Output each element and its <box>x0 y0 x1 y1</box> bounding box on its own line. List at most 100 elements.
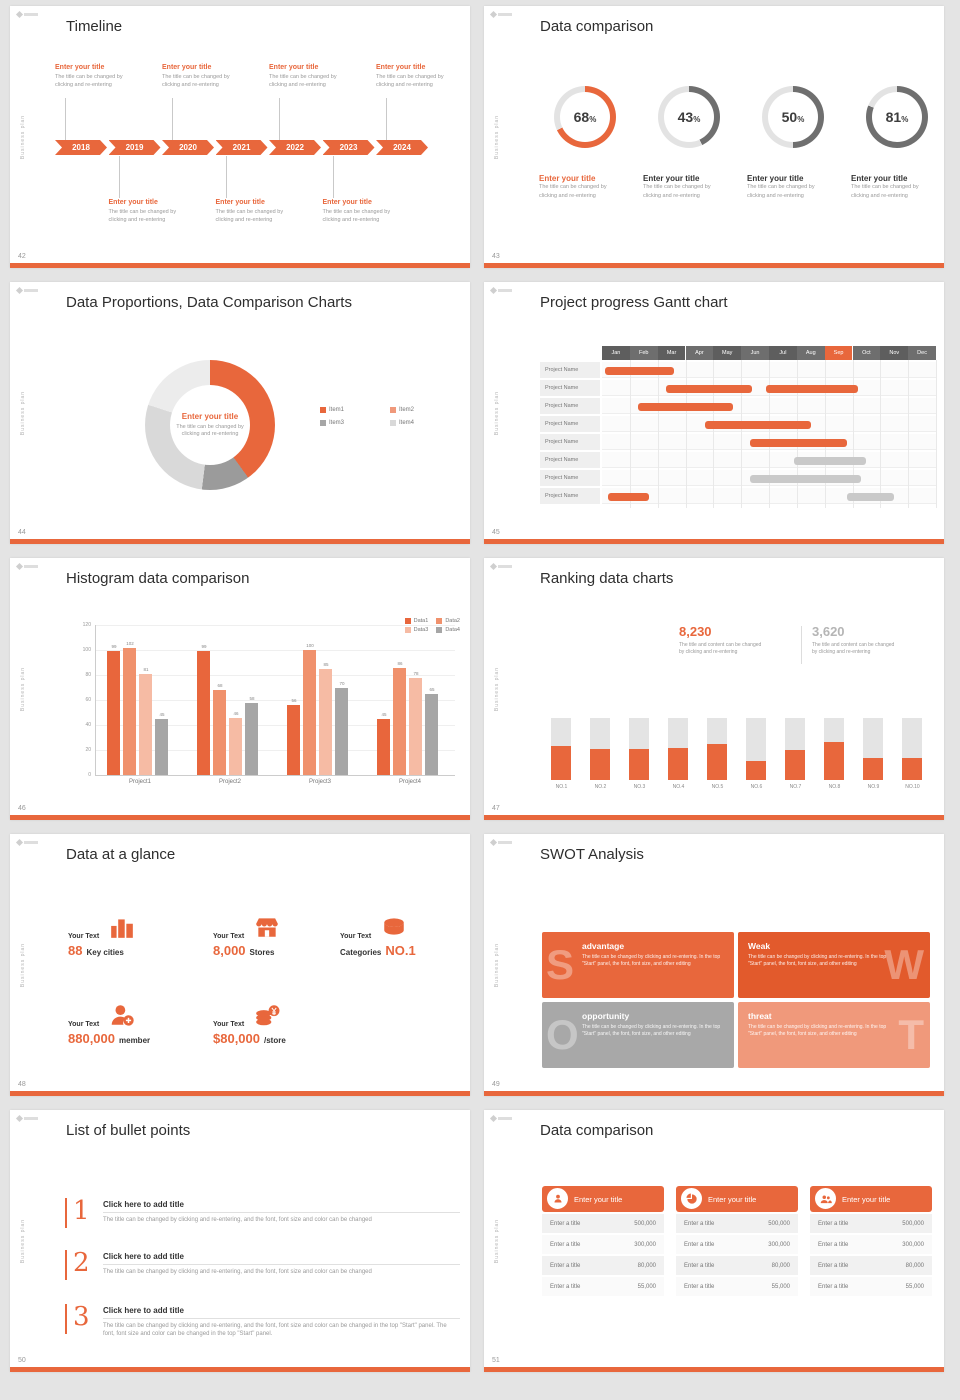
histogram-bar <box>139 673 152 775</box>
histogram-bar <box>229 717 242 775</box>
timeline-entry-caption: The title can be changed by <box>162 74 230 80</box>
gantt-gridline <box>769 360 770 508</box>
gantt-bar <box>666 385 753 393</box>
gantt-row-label: Project Name <box>540 380 600 396</box>
slide-side-label: Business plan <box>20 114 26 160</box>
slide-number: 44 <box>18 529 26 536</box>
card-row: Enter a title 300,000 <box>676 1235 798 1254</box>
timeline-entry-caption: clicking and re-entering <box>322 216 380 223</box>
timeline-canvas: 2018 2019 2020 2021 2022 2023 2024 Enter your t… <box>55 46 460 261</box>
slide-45-gantt[interactable]: Business plan Project progress Gantt cha… <box>484 282 944 544</box>
page-title: Histogram data comparison <box>66 570 250 587</box>
timeline-connector <box>279 98 280 140</box>
slide-51-data-comparison[interactable]: Business plan Data comparison Enter your… <box>484 1110 944 1372</box>
stat-caption: by clicking and re-entering <box>812 649 871 655</box>
card-title: Enter your title <box>574 1194 623 1204</box>
card-title: Enter your title <box>842 1194 891 1204</box>
slide-50-bullets[interactable]: Business plan List of bullet points 1 Cl… <box>10 1110 470 1372</box>
gantt-bar <box>749 439 847 447</box>
donut-percent-sign: % <box>901 114 909 124</box>
donut-caption: The title can be changed by <box>643 184 711 190</box>
slide-number: 42 <box>18 253 26 260</box>
gantt-row-label: Project Name <box>540 362 600 378</box>
donut-value: 68% <box>573 109 597 125</box>
slide-42-timeline[interactable]: Business plan Timeline 2018 2019 2020 2021 2… <box>10 6 470 268</box>
card-row: Enter a title 500,000 <box>810 1214 932 1233</box>
stat-caption: by clicking and re-entering <box>679 649 738 655</box>
donut-hole <box>872 92 922 142</box>
donut-chart-row: 68% Enter your title The title can be chan… <box>539 86 939 251</box>
gantt-bar <box>638 403 733 411</box>
histogram-value-label: 99 <box>201 644 207 650</box>
ranking-category-label: NO.1 <box>555 784 568 790</box>
card-row: Enter your title Enter a title 500,000 Ente… <box>542 1186 934 1351</box>
timeline-entry: Enter your title The title can be changed… <box>269 64 357 89</box>
gantt-row-label: Project Name <box>540 452 600 468</box>
timeline-entry-caption: The title can be changed by <box>55 74 123 80</box>
histogram-category-label: Project3 <box>308 779 331 785</box>
card-row: Enter a title 80,000 <box>542 1256 664 1275</box>
timeline-year: 2023 <box>323 140 375 155</box>
swot-caption: The title can be changed by clicking and… <box>748 1024 887 1037</box>
donut-caption: The title can be changed by <box>539 184 607 190</box>
swot-title: opportunity <box>582 1011 630 1021</box>
card-row-value: 500,000 <box>634 1220 656 1227</box>
stat-label: Your Text <box>213 933 245 940</box>
item-caption: The title can be changed by clicking and… <box>103 1217 372 1223</box>
stat-unit: member <box>119 1036 151 1045</box>
gantt-gridline <box>936 360 937 508</box>
card-row-value: 80,000 <box>771 1262 790 1269</box>
timeline-entry-caption: clicking and re-entering <box>162 81 219 88</box>
swot-grid: S advantage The title can be changed by … <box>542 932 930 1068</box>
slide-49-swot[interactable]: Business plan SWOT Analysis S advantage … <box>484 834 944 1096</box>
histogram-value-label: 58 <box>249 695 255 701</box>
donut-value: 50% <box>781 109 805 125</box>
histogram-bar <box>393 667 406 775</box>
brand-logo <box>15 562 38 571</box>
timeline-connector <box>225 156 227 198</box>
slide-43-data-comparison[interactable]: Business plan Data comparison 68% Enter y… <box>484 6 944 268</box>
slide-number: 51 <box>492 1357 500 1364</box>
donut-center-title: Enter your title <box>181 411 239 421</box>
gantt-row-label: Project Name <box>540 416 600 432</box>
donut-ring: 50% <box>762 86 824 148</box>
timeline-entry-caption: The title can be changed by <box>269 74 337 80</box>
donut-caption: The title can be changed by <box>747 184 815 190</box>
ranking-category-label: NO.3 <box>633 784 646 790</box>
timeline-connector <box>386 98 387 140</box>
donut-title: Enter your title <box>851 174 908 183</box>
slide-47-ranking[interactable]: Business plan Ranking data charts 8,230 … <box>484 558 944 820</box>
card-row-label: Enter a title <box>550 1241 581 1248</box>
stat-value: 8,000 <box>213 943 246 958</box>
item-accent-bar <box>65 1250 67 1280</box>
slide-44-proportions[interactable]: Business plan Data Proportions, Data Com… <box>10 282 470 544</box>
card-row-value: 300,000 <box>768 1241 790 1248</box>
stat-header: Your Text <box>340 910 416 940</box>
legend-label: Item2 <box>399 407 415 413</box>
gantt-bar <box>604 367 675 375</box>
gantt-bar <box>794 457 867 465</box>
logo-wordmark <box>498 13 512 16</box>
stat-caption: The title and content can be changed <box>812 642 895 648</box>
donut-percent-sign: % <box>693 114 701 124</box>
data-card: Enter your title Enter a title 500,000 Ente… <box>810 1186 932 1296</box>
histogram-bar <box>303 650 316 775</box>
card-row-value: 300,000 <box>902 1241 924 1248</box>
donut-item: 43% Enter your title The title can be chan… <box>643 86 735 200</box>
histogram-bar <box>377 718 390 775</box>
donut-percent-sign: % <box>589 114 597 124</box>
slide-accent-bar <box>10 263 470 268</box>
item-text: Click here to add title The title can be… <box>103 1196 460 1228</box>
timeline-connector <box>172 98 173 140</box>
swot-title: Weak <box>748 941 771 951</box>
donut-value: 81% <box>885 109 909 125</box>
ranking-category-label: NO.7 <box>789 784 802 790</box>
donut-caption: The title can be changed by <box>851 184 919 190</box>
gantt-month-cell: Jul <box>769 346 797 360</box>
slide-46-histogram[interactable]: Business plan Histogram data comparison … <box>10 558 470 820</box>
slide-48-glance[interactable]: Business plan Data at a glance Your Text… <box>10 834 470 1096</box>
swot-title: advantage <box>582 941 625 951</box>
legend-label: Item3 <box>329 420 345 426</box>
legend-label: Data4 <box>445 627 460 633</box>
ranking-category-label: NO.2 <box>594 784 607 790</box>
